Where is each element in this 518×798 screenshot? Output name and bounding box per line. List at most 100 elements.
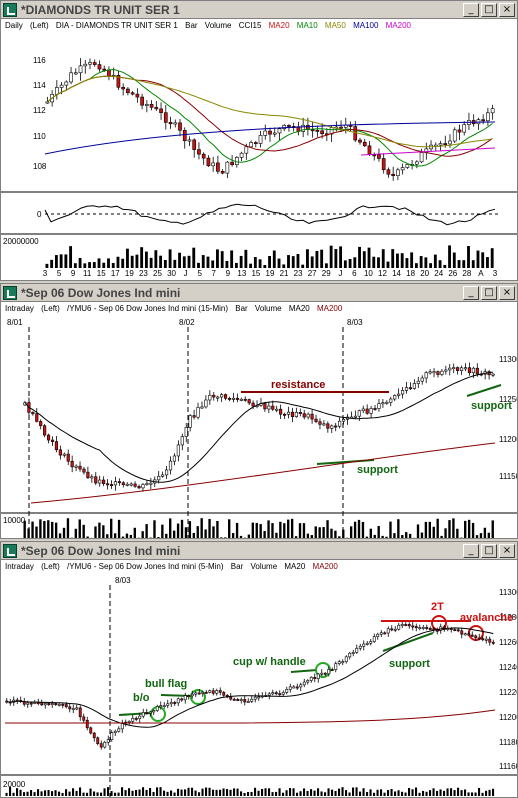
volume-bar [156, 787, 159, 796]
intraday-5min-window[interactable]: *Sep 06 Dow Jones Ind mini _ □ × Intrada… [0, 541, 518, 798]
volume-bar [475, 535, 479, 538]
intraday-15min-chart[interactable]: 8/01 8/02 8/03 11300 11250 11200 11150 1… [1, 315, 517, 538]
volume-bar [467, 792, 470, 796]
intraday15-bar [310, 413, 314, 420]
intraday5-bar [141, 712, 145, 717]
intraday5-bar [295, 686, 299, 689]
intraday5-bar [306, 680, 310, 683]
breakout-label: b/o [133, 692, 150, 704]
intraday-5min-chart[interactable]: 8/03 11300 11280 11260 11240 11220 11200… [1, 573, 517, 797]
intraday5-bar [393, 628, 397, 631]
volume-bar [224, 537, 227, 538]
daily-bar [272, 132, 277, 135]
daily-bar [452, 129, 457, 142]
intraday15-bar [353, 415, 357, 418]
ma20-line [6, 627, 494, 728]
intraday15-bar [227, 398, 232, 400]
intraday-15min-titlebar[interactable]: *Sep 06 Dow Jones Ind mini _ □ × [1, 284, 517, 302]
maximize-button[interactable]: □ [481, 2, 497, 17]
volume-bar [219, 789, 222, 796]
volume-bar [184, 527, 188, 538]
intraday15-bar [121, 482, 125, 485]
daily-price-chart[interactable]: 116 114 112 110 108 0 20000000 3 5 9 11 15 17… [1, 32, 517, 280]
intraday5-bar [362, 643, 366, 647]
intraday5-bar [113, 730, 117, 734]
intraday5-bar [292, 686, 296, 689]
volume-bar [488, 789, 491, 796]
intraday5-bar [127, 720, 131, 723]
daily-bar [216, 162, 220, 172]
intraday5-bar [68, 706, 72, 710]
volume-bar [436, 518, 439, 538]
maximize-button[interactable]: □ [481, 543, 497, 558]
volume-bar [197, 262, 200, 268]
daily-bar [140, 96, 144, 106]
intraday15-bar [338, 420, 342, 427]
intraday5-bar [208, 690, 212, 693]
volume-bar [135, 254, 139, 268]
daily-bar [415, 161, 419, 165]
intraday15-bar [463, 367, 468, 370]
price-tick: 11160 [499, 762, 517, 771]
intraday15-bar [267, 405, 271, 410]
volume-bar [212, 526, 215, 538]
intraday15-bar [389, 398, 393, 403]
volume-bar [380, 789, 383, 796]
intraday5-bar [351, 652, 355, 654]
intraday-15min-window[interactable]: *Sep 06 Dow Jones Ind mini _ □ × Intrada… [0, 283, 518, 539]
volume-bar [215, 789, 218, 796]
daily-bar [135, 93, 140, 98]
volume-bar [234, 262, 238, 268]
intraday5-bar [75, 707, 79, 710]
minimize-button[interactable]: _ [463, 543, 479, 558]
volume-bar [278, 788, 281, 796]
intraday15-bar [98, 479, 102, 484]
daily-bar [92, 62, 97, 65]
close-button[interactable]: × [499, 285, 515, 300]
volume-bar [161, 524, 164, 538]
volume-bar [250, 791, 253, 796]
intraday5-bar [421, 627, 425, 629]
date-tick: 6 [352, 269, 357, 278]
intraday5-bar [257, 696, 261, 699]
daily-bar [168, 122, 173, 125]
intraday5-bar [26, 702, 30, 705]
intraday5-bar [57, 703, 61, 706]
volume-bar [192, 247, 196, 268]
intraday5-bar [390, 628, 394, 631]
intraday15-bar [196, 407, 200, 418]
minimize-button[interactable]: _ [463, 285, 479, 300]
daily-chart-window[interactable]: *DIAMONDS TR UNIT SER 1 _ □ × Daily (Lef… [0, 0, 518, 281]
intraday5-bar [190, 693, 194, 697]
price-tick: 11200 [499, 713, 517, 722]
volume-bar [338, 788, 341, 796]
window-title: *Sep 06 Dow Jones Ind mini [21, 543, 181, 558]
daily-bar [154, 107, 159, 110]
intraday5-bar [64, 704, 68, 708]
volume-bar [157, 537, 160, 538]
minimize-button[interactable]: _ [463, 2, 479, 17]
intraday-5min-titlebar[interactable]: *Sep 06 Dow Jones Ind mini _ □ × [1, 542, 517, 560]
close-button[interactable]: × [499, 2, 515, 17]
date-tick: 27 [308, 269, 317, 278]
volume-bar [467, 519, 471, 538]
maximize-button[interactable]: □ [481, 285, 497, 300]
intraday5-bar [197, 692, 201, 695]
volume-bar [187, 255, 191, 268]
close-button[interactable]: × [499, 543, 515, 558]
intraday5-bar [376, 633, 380, 637]
volume-bar [79, 787, 82, 796]
legend-side: (Left) [41, 304, 60, 313]
intraday5-bar [488, 638, 492, 643]
legend-cci: CCI15 [238, 21, 262, 30]
volume-bar [365, 536, 369, 538]
volume-bar [135, 790, 138, 796]
volume-bar [243, 792, 246, 796]
daily-chart-titlebar[interactable]: *DIAMONDS TR UNIT SER 1 _ □ × [1, 1, 517, 19]
intraday15-bar [58, 449, 62, 456]
volume-bar [124, 790, 127, 796]
intraday15-bar [298, 412, 302, 414]
volume-bar [287, 519, 290, 538]
intraday15-bar [216, 396, 220, 399]
intraday15-bar [393, 395, 397, 400]
